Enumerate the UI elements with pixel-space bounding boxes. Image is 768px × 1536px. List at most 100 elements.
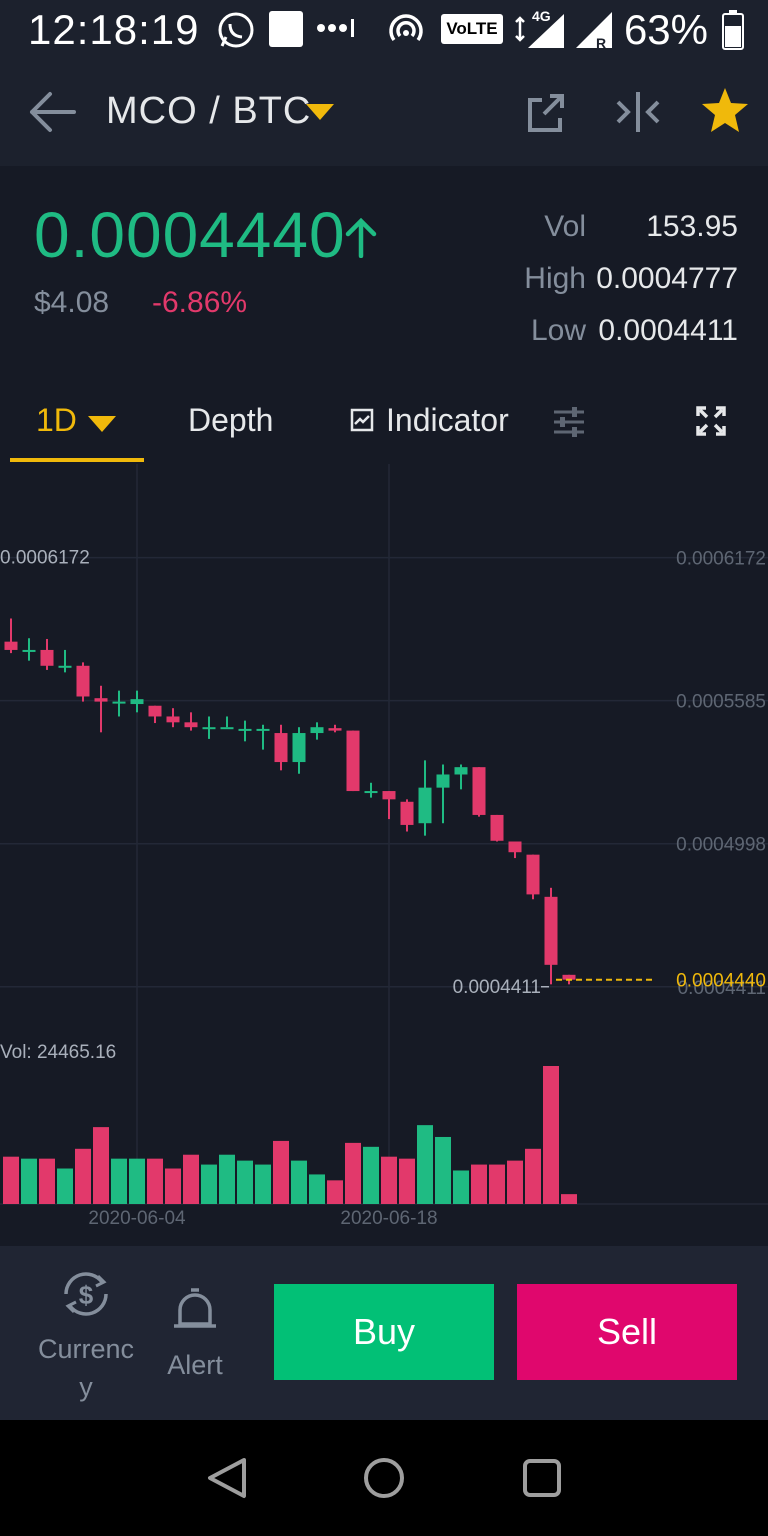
chart-settings-sliders-icon[interactable]: [552, 404, 586, 440]
price-axis-label: 0.0004411: [678, 978, 766, 999]
min-price-label: 0.0004411: [453, 977, 541, 998]
candle-body: [274, 733, 288, 763]
volte-badge: VoLTE: [441, 14, 503, 44]
candle-body: [76, 665, 90, 697]
volume-bar: [381, 1156, 397, 1204]
active-tab-underline: [10, 458, 144, 462]
volume-bar: [75, 1148, 91, 1204]
candle-body: [166, 716, 180, 723]
price-chart[interactable]: 0.0006172 0.0005585 0.0004998 0.0004411 2020…: [0, 464, 768, 1246]
interval-caret-icon[interactable]: [88, 416, 116, 432]
vol-value: 153.95: [646, 210, 738, 243]
candle-body: [400, 801, 414, 825]
back-arrow-icon[interactable]: [26, 88, 78, 136]
volume-bar: [255, 1164, 271, 1204]
app-header: MCO / BTC: [0, 60, 768, 166]
status-time: 12:18:19: [28, 6, 200, 53]
price-up-arrow-icon: [345, 218, 377, 258]
high-label: High: [524, 262, 586, 295]
pair-dropdown-caret-icon[interactable]: [306, 104, 334, 120]
candle-body: [112, 701, 126, 704]
volume-bar: [147, 1158, 163, 1204]
bell-alert-icon[interactable]: [170, 1286, 220, 1336]
candle-body: [364, 791, 378, 794]
candle-body: [292, 733, 306, 763]
favorite-star-icon[interactable]: [700, 86, 750, 134]
volume-bar: [165, 1168, 181, 1204]
share-icon[interactable]: [524, 90, 570, 134]
volume-bar: [471, 1164, 487, 1204]
candle-body: [418, 787, 432, 824]
volume-bar: [57, 1168, 73, 1204]
volume-bar: [129, 1158, 145, 1204]
candle-body: [328, 728, 342, 731]
compare-icon[interactable]: [614, 90, 662, 134]
fullscreen-icon[interactable]: [696, 406, 726, 436]
volume-bar: [309, 1174, 325, 1204]
volume-bar: [183, 1154, 199, 1204]
volume-bar: [3, 1156, 19, 1204]
volume-bar: [93, 1127, 109, 1204]
candle-body: [130, 699, 144, 705]
chart-gridlines: [0, 464, 768, 1205]
volume-bar: [453, 1170, 469, 1204]
candle-body: [148, 705, 162, 717]
pair-title[interactable]: MCO / BTC: [106, 90, 312, 132]
price-axis-label: 0.0006172: [676, 549, 766, 570]
more-dots-icon: [317, 19, 354, 37]
volume-bar: [237, 1160, 253, 1204]
candle-body: [202, 727, 216, 730]
battery-percent: 63%: [623, 6, 708, 53]
usd-price: $4.08: [34, 286, 110, 319]
volume-bar: [399, 1158, 415, 1204]
low-label: Low: [530, 314, 586, 347]
candle-body: [220, 727, 234, 730]
candle-body: [310, 727, 324, 734]
tab-interval[interactable]: 1D: [36, 402, 77, 438]
candlestick-chart-svg[interactable]: 0.0006172 0.0005585 0.0004998 0.0004411 2020…: [0, 464, 768, 1246]
volume-bar: [21, 1158, 37, 1204]
candle-body: [544, 896, 558, 965]
candle-body: [184, 722, 198, 728]
nav-back-icon[interactable]: [206, 1456, 248, 1500]
date-axis-label: 2020-06-04: [88, 1208, 186, 1229]
candle-body: [94, 698, 108, 702]
volume-bar: [273, 1140, 289, 1204]
currency-label[interactable]: Currenc y: [37, 1334, 135, 1402]
volume-bar: [327, 1180, 343, 1204]
whatsapp-icon: [218, 12, 254, 48]
candle-body: [526, 854, 540, 895]
last-price-label: 0.0004440: [676, 971, 766, 992]
svg-text:R: R: [596, 35, 606, 50]
notification-square-icon: [269, 11, 303, 47]
candle-body: [382, 791, 396, 800]
tab-depth[interactable]: Depth: [188, 402, 274, 438]
vol-label: Vol: [544, 210, 586, 243]
alert-label[interactable]: Alert: [167, 1350, 223, 1380]
nav-recent-apps-icon[interactable]: [522, 1458, 562, 1498]
high-value: 0.0004777: [596, 262, 738, 295]
max-price-label: 0.0006172: [0, 548, 90, 569]
volume-bar: [507, 1160, 523, 1204]
volume-bar: [111, 1158, 127, 1204]
candle-body: [346, 730, 360, 792]
chart-tabs: 1D Depth Indicator: [0, 380, 768, 464]
price-change-percent: -6.86%: [152, 286, 248, 319]
signal-4g-icon: [515, 14, 564, 48]
volume-bar: [291, 1160, 307, 1204]
candle-body: [436, 774, 450, 788]
nav-home-icon[interactable]: [362, 1456, 406, 1500]
hotspot-icon: [389, 14, 423, 42]
ticker-summary: 0.0004440 $4.08 -6.86% Vol 153.95 High 0…: [0, 166, 768, 376]
sell-button[interactable]: Sell: [517, 1284, 737, 1380]
volume-bar: [39, 1158, 55, 1204]
date-axis-label: 2020-06-18: [340, 1208, 437, 1229]
buy-button[interactable]: Buy: [274, 1284, 494, 1380]
android-nav-bar: [0, 1420, 768, 1536]
volume-bars: [3, 1066, 577, 1204]
battery-icon: [722, 10, 744, 50]
indicator-icon[interactable]: [350, 408, 374, 432]
low-value: 0.0004411: [598, 314, 738, 347]
currency-exchange-icon[interactable]: $: [58, 1266, 114, 1322]
tab-indicator[interactable]: Indicator: [386, 402, 509, 438]
